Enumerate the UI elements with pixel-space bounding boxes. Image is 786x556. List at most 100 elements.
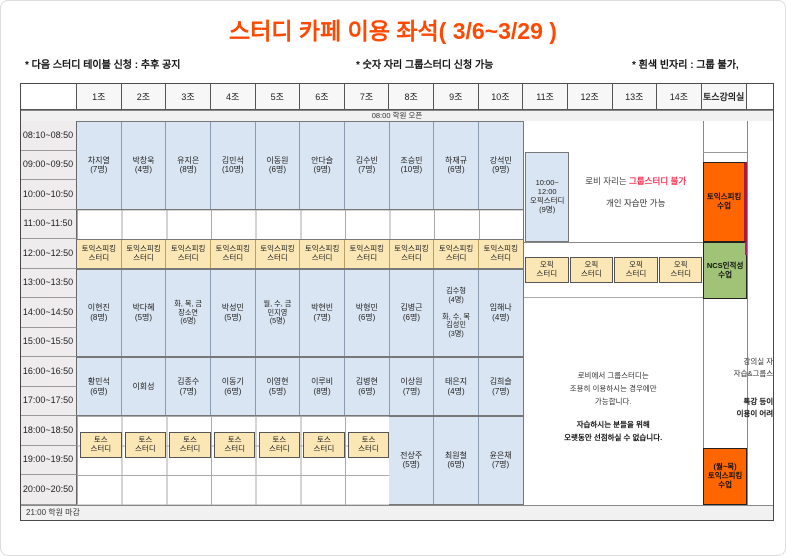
seat-cell: 김병근 (6명) [389,269,435,356]
afternoon-reservation-block: 이현진 (8명) 박다혜 (5명) 화, 목, 금 장소연 (6명) 박성민 (… [77,268,524,357]
note-line-bold: 자습하시는 분들을 위해 [576,420,650,429]
seat-cell: 이상원 (7명) [389,358,435,415]
lobby-note-line1: 로비 자리는 그룹스터디 불가 [569,175,702,187]
lobby-note-middle: 로비에서 그룹스터디는 조용히 이용하시는 경우에만 가능합니다. 자습하시는 … [524,369,702,444]
seat-cell: 김병현 (6명) [344,358,390,415]
time-row-7: 14:00~14:50 [20,298,77,328]
seat-cell: 유지은 (8명) [166,122,211,209]
seat-cell: 김종수 (7명) [166,358,211,415]
seat-cell: 김수형 (4명) 화, 수, 목 김성민 (3명) [434,269,479,356]
time-row-10: 17:00~17:50 [20,386,77,416]
study-cell: 토익스피킹 스터디 [478,240,524,268]
col-header-6: 6조 [300,83,345,109]
seat-cell: 이영현 (5명) [255,358,301,415]
lobby-note-prefix: 로비 자리는 [585,176,630,186]
seat-cell: 김민석 (10명) [210,122,256,209]
seat-cell: 차지열 (7명) [77,122,122,209]
col-header-5: 5조 [256,83,301,109]
tos-study-cell: 토스 스터디 [213,431,256,458]
note-white-seats: * 흰색 빈자리 : 그룹 불가, [632,60,739,71]
col-header-14: 14조 [657,83,702,109]
note-line: 조용히 이용하시는 경우에만 [569,384,657,393]
study-cell: 토익스피킹 스터디 [166,240,211,268]
study-cell: 토익스피킹 스터디 [434,240,479,268]
seat-cell: 임해나 (4명) [478,269,524,356]
seat-cell: 이동원 (6명) [255,122,301,209]
col-header-2: 2조 [122,83,167,109]
tos-study-cell: 토스 스터디 [80,431,122,458]
seat-cell: 박형민 (6명) [344,269,390,356]
col-header-11: 11조 [523,83,568,109]
seat-cell: 이현진 (8명) [77,269,122,356]
seat-cell: 조승민 (10명) [389,122,435,209]
opik-study-cell: 오픽 스터디 [524,257,569,283]
study-cell: 토익스피킹 스터디 [344,240,390,268]
academy-close-row: 21:00 학원 마감 [20,504,774,521]
seat-cell: 전상주 (5명) [389,417,435,504]
study-cell: 토익스피킹 스터디 [77,240,122,268]
toeic-speaking-evening-class-cell: (월~목) 토익스피킹 수업 [702,448,748,505]
tos-study-cell: 토스 스터디 [169,431,211,458]
seat-cell: 하재규 (6명) [434,122,479,209]
col-header-1: 1조 [77,83,122,109]
divider-line [524,297,703,298]
tos-room-left-border [702,121,704,505]
study-cell: 토익스피킹 스터디 [210,240,256,268]
time-row-12: 19:00~19:50 [20,445,77,475]
tos-study-cell: 토스 스터디 [124,431,167,458]
note-line: 가능합니다. [594,397,632,406]
study-cell: 토익스피킹 스터디 [300,240,345,268]
time-row-3: 10:00~10:50 [20,180,77,210]
time-row-1: 08:10~08:50 [20,121,77,151]
evening-reservation-block: 황민석 (6명) 이회성 김종수 (7명) 이동기 (6명) 이영현 (5명) … [77,357,524,416]
time-row-13: 20:00~20:50 [20,475,77,505]
seat-cell: 월, 수, 금 민지영 (5명) [255,269,301,356]
time-row-4: 11:00~11:50 [20,209,77,239]
seat-cell: 최원철 (6명) [434,417,479,504]
morning-reservation-block: 차지열 (7명) 박창욱 (4명) 유지은 (8명) 김민석 (10명) 이동원… [77,121,524,210]
col-header-9: 9조 [434,83,479,109]
column-header-row: 1조 2조 3조 4조 5조 6조 7조 8조 9조 10조 11조 12조 1… [20,83,775,110]
divider-line [524,241,748,243]
seat-cell: 태은지 (4명) [434,358,479,415]
ncs-class-cell: NCS인적성 수업 [702,242,748,299]
opik-study-cell: 오픽 스터디 [658,257,703,283]
time-row-2: 09:00~09:50 [20,150,77,180]
study-cell: 토익스피킹 스터디 [389,240,435,268]
note-line-bold: 오랫동안 선점하실 수 없습니다. [564,433,663,442]
lobby-section: 10:00~ 12:00 오픽스터디 (9명) 로비 자리는 그룹스터디 불가 … [523,121,774,505]
room-note-bottom: 특강 등이 이용이 어려 [736,397,774,418]
seat-cell: 박창욱 (4명) [121,122,167,209]
seat-cell: 안다슬 (9명) [300,122,345,209]
opik-study-cell: 오픽 스터디 [614,257,658,283]
col-header-3: 3조 [166,83,211,109]
tos-study-cell: 토스 스터디 [258,431,301,458]
seat-cell: 김수빈 (7명) [344,122,390,209]
col-header-12: 12조 [568,83,613,109]
room-note-top: 강의실 자 자습&그룹스 [733,357,774,378]
tos-room-right-border [747,121,749,505]
time-row-11: 18:00~18:50 [20,416,77,446]
seat-cell: 화, 목, 금 장소연 (6명) [166,269,211,356]
tos-study-cell: 토스 스터디 [303,431,345,458]
lobby-note-top: 로비 자리는 그룹스터디 불가 개인 자습만 가능 [569,175,702,209]
time-row-5: 12:00~12:50 [20,239,77,269]
night-reservation-block: 전상주 (5명) 최원철 (6명) 윤은채 (7명) [389,416,524,505]
opik-morning-cell: 10:00~ 12:00 오픽스터디 (9명) [524,152,570,242]
seat-cell: 이루비 (8명) [300,358,345,415]
page-title: 스터디 카페 이용 좌석( 3/6~3/29 ) [229,18,557,44]
lobby-note-line2: 개인 자습만 가능 [605,198,666,208]
study-cell: 토익스피킹 스터디 [255,240,301,268]
lobby-note-highlight: 그룹스터디 불가 [629,176,687,186]
seat-cell: 박현빈 (7명) [300,269,345,356]
note-next-table: * 다음 스터디 테이블 신청 : 추후 공지 [25,60,181,71]
seat-cell: 이회성 [121,358,167,415]
seat-cell: 박다혜 (5명) [121,269,167,356]
note-number-seats: * 숫자 자리 그룹스터디 신청 가능 [356,60,494,71]
time-row-8: 15:00~15:50 [20,327,77,357]
seat-cell: 김희슬 (7명) [478,358,524,415]
corner-cell [20,83,77,109]
col-header-extra [746,83,775,109]
col-header-10: 10조 [479,83,524,109]
